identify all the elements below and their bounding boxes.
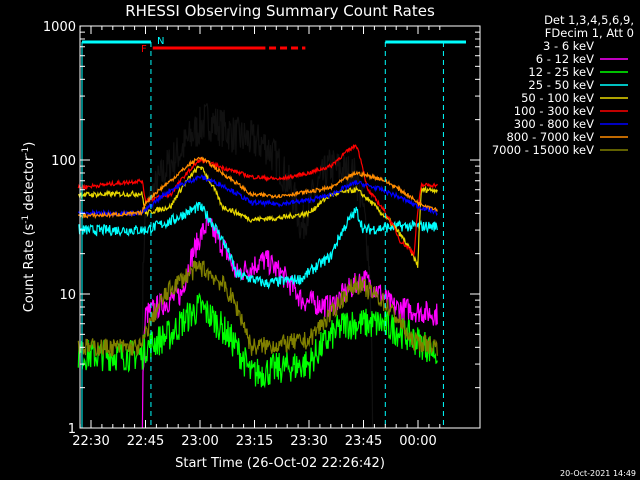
legend-label-7: 800 - 7000 keV [506, 130, 594, 144]
legend-label-0: 3 - 6 keV [543, 39, 594, 53]
legend-label-3: 25 - 50 keV [528, 78, 594, 92]
y-axis-label-part2: detector [22, 155, 37, 215]
x-tick-label-3: 23:15 [236, 434, 273, 449]
plot-frame [79, 25, 481, 429]
series-line-5 [77, 144, 438, 257]
legend-label-4: 50 - 100 keV [521, 91, 594, 105]
x-axis-label: Start Time (26-Oct-02 22:26:42) [175, 456, 385, 471]
annotation-n: N [157, 36, 164, 47]
series-line-8 [77, 260, 438, 357]
timestamp: 20-Oct-2021 14:49 [560, 469, 636, 478]
x-tick-label-1: 22:45 [127, 434, 164, 449]
annotation-f: F [141, 44, 147, 55]
y-tick-label-3: 1000 [43, 20, 76, 35]
series-line-4 [77, 165, 438, 268]
y-tick-label-1: 10 [59, 288, 76, 303]
y-tick-label-2: 100 [51, 154, 76, 169]
y-axis-label-sup2: -1 [21, 147, 31, 156]
series-line-7 [77, 156, 438, 220]
data-layer [77, 40, 466, 429]
legend-label-2: 12 - 25 keV [528, 65, 594, 79]
y-tick-label-0: 1 [68, 422, 76, 437]
y-axis-label-part1: Count Rate (s [22, 224, 37, 313]
legend-label-1: 6 - 12 keV [536, 52, 594, 66]
legend-header-2: FDecim 1, Att 0 [545, 26, 634, 40]
series-line-1 [141, 214, 438, 429]
y-axis-label: Count Rate (s-1 detector-1) [21, 142, 37, 313]
x-tick-label-5: 23:45 [345, 434, 382, 449]
legend-header-1: Det 1,3,4,5,6,9, [544, 13, 634, 27]
y-axis-label-part3: ) [22, 142, 37, 147]
y-axis-label-sup1: -1 [21, 215, 31, 224]
legend-label-5: 100 - 300 keV [514, 104, 594, 118]
legend-label-8: 7000 - 15000 keV [492, 143, 594, 157]
x-tick-label-0: 22:30 [72, 434, 109, 449]
series-line-3 [78, 201, 438, 290]
x-tick-label-4: 23:30 [290, 434, 327, 449]
legend-label-6: 300 - 800 keV [514, 117, 594, 131]
series-line-0 [141, 103, 374, 429]
x-tick-label-2: 23:00 [181, 434, 218, 449]
x-tick-label-6: 00:00 [399, 434, 436, 449]
axis-ticks: 22:30 22:45 23:00 23:15 23:30 23:45 00:00 1 10 10… [43, 20, 480, 449]
chart-title: RHESSI Observing Summary Count Rates [125, 2, 435, 20]
